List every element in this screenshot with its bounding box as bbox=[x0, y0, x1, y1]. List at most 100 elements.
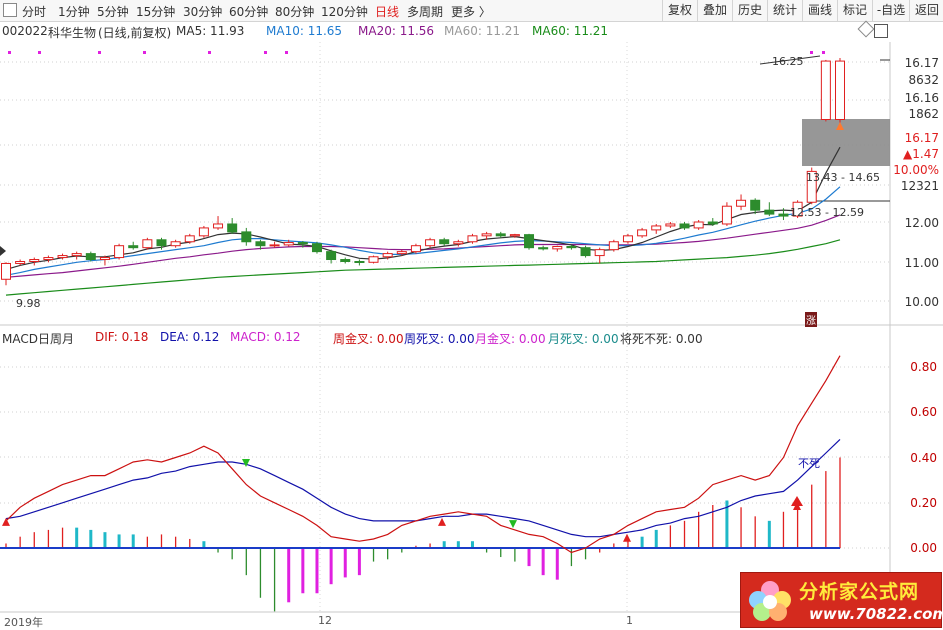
gold-cross-icon bbox=[438, 517, 446, 526]
overlay-button[interactable]: 叠加 bbox=[697, 0, 732, 21]
signal-dot bbox=[810, 51, 813, 54]
macd-bar bbox=[555, 548, 559, 580]
tf-15min[interactable]: 15分钟 bbox=[136, 5, 176, 19]
candle-up bbox=[693, 221, 704, 229]
candle-up bbox=[425, 239, 436, 247]
candle-up bbox=[622, 235, 633, 243]
candle-up bbox=[15, 261, 26, 264]
time-label-2019: 2019年 bbox=[4, 616, 43, 629]
candle-up bbox=[114, 245, 125, 259]
tf-fenshi[interactable]: 分时 bbox=[22, 5, 47, 19]
candle-up bbox=[736, 199, 747, 207]
high-label: 16.25 bbox=[772, 55, 804, 68]
left-scroll-icon bbox=[0, 246, 6, 256]
ma10-line bbox=[5, 186, 841, 276]
candle-down bbox=[566, 245, 577, 249]
dea-line bbox=[5, 438, 841, 538]
axis-tick-12: 12.00 bbox=[904, 216, 939, 230]
signal-dot bbox=[285, 51, 288, 54]
week-gold-label: 周金叉: 0.00 bbox=[333, 332, 404, 346]
history-button[interactable]: 历史 bbox=[732, 0, 767, 21]
macd-axis-020: 0.20 bbox=[910, 496, 937, 510]
candle-up bbox=[792, 201, 803, 217]
ma5-label: MA5: 11.93 bbox=[176, 24, 245, 38]
candle-down bbox=[85, 253, 96, 261]
candle-up bbox=[509, 234, 520, 237]
macd-axis-080: 0.80 bbox=[910, 360, 937, 374]
candle-down bbox=[764, 209, 775, 215]
watchlist-button[interactable]: -自选 bbox=[872, 0, 909, 21]
dea-label: DEA: 0.12 bbox=[160, 330, 220, 344]
candle-down bbox=[750, 199, 761, 211]
macd-label: MACD: 0.12 bbox=[230, 330, 301, 344]
draw-button[interactable]: 画线 bbox=[802, 0, 837, 21]
gold-cross-icon bbox=[793, 502, 801, 511]
highlight-box bbox=[802, 119, 890, 166]
signal-dot bbox=[143, 51, 146, 54]
macd-bar bbox=[202, 541, 206, 548]
macd-bar bbox=[654, 529, 658, 548]
signal-dot bbox=[8, 51, 11, 54]
time-label-1: 1 bbox=[626, 614, 633, 627]
mark-button[interactable]: 标记 bbox=[837, 0, 872, 21]
signal-dot bbox=[208, 51, 211, 54]
candle-down bbox=[128, 245, 139, 249]
candle-up bbox=[368, 256, 379, 263]
candle-down bbox=[495, 233, 506, 237]
range-label: 13.43 - 14.65 bbox=[806, 171, 880, 184]
candle-up bbox=[57, 255, 68, 259]
candle-up bbox=[467, 235, 478, 243]
macd-bar bbox=[541, 548, 545, 576]
candle-up bbox=[43, 257, 54, 261]
macd-bar bbox=[117, 534, 121, 548]
candle-up bbox=[396, 251, 407, 255]
no-death-label: 将死不死: 0.00 bbox=[620, 332, 703, 346]
zhang-badge: 涨 bbox=[805, 312, 817, 327]
gold-cross-icon bbox=[623, 533, 631, 542]
candle-up bbox=[99, 257, 110, 261]
candle-down bbox=[679, 223, 690, 229]
tf-120min[interactable]: 120分钟 bbox=[321, 5, 368, 19]
tf-more[interactable]: 更多 〉 bbox=[451, 5, 491, 19]
axis-price-1: 16.17 bbox=[904, 56, 939, 70]
tf-60min[interactable]: 60分钟 bbox=[229, 5, 269, 19]
signal-dot bbox=[264, 51, 267, 54]
watermark-logo: 分析家公式网 www.70822.com bbox=[740, 572, 943, 628]
candle-down bbox=[538, 247, 549, 250]
tf-30min[interactable]: 30分钟 bbox=[183, 5, 223, 19]
macd-bar bbox=[329, 548, 333, 585]
death-cross-icon bbox=[509, 520, 517, 529]
tf-5min[interactable]: 5分钟 bbox=[97, 5, 129, 19]
axis-tick-11: 11.00 bbox=[904, 256, 939, 270]
stats-button[interactable]: 统计 bbox=[767, 0, 802, 21]
ma-info-line: 002022 科华生物 (日线,前复权) MA5: 11.93 MA10: 11… bbox=[0, 20, 943, 40]
candle-up bbox=[382, 253, 393, 258]
macd-axis-040: 0.40 bbox=[910, 451, 937, 465]
ma5-line bbox=[5, 146, 841, 270]
axis-vol-1: 8632 bbox=[908, 73, 939, 87]
fuquan-button[interactable]: 复权 bbox=[662, 0, 697, 21]
macd-bar bbox=[357, 548, 361, 576]
tf-multi[interactable]: 多周期 bbox=[407, 5, 444, 19]
macd-axis-060: 0.60 bbox=[910, 405, 937, 419]
candle-down bbox=[580, 247, 591, 257]
signal-dot bbox=[38, 51, 41, 54]
back-button[interactable]: 返回 bbox=[909, 0, 943, 21]
home-icon[interactable] bbox=[3, 3, 17, 17]
window-icon[interactable] bbox=[874, 24, 888, 38]
tf-1min[interactable]: 1分钟 bbox=[58, 5, 90, 19]
month-death-label: 月死叉: 0.00 bbox=[548, 332, 619, 346]
tf-80min[interactable]: 80分钟 bbox=[275, 5, 315, 19]
tf-daily[interactable]: 日线 bbox=[375, 5, 400, 19]
candle-up bbox=[820, 60, 831, 121]
signal-dot bbox=[822, 51, 825, 54]
candle-up bbox=[608, 241, 619, 251]
macd-bar bbox=[301, 548, 305, 594]
candle-up bbox=[806, 170, 817, 203]
watermark-url: www.70822.com bbox=[809, 605, 943, 623]
candle-up bbox=[410, 245, 421, 253]
candle-up bbox=[71, 253, 82, 257]
macd-bar bbox=[640, 536, 644, 548]
candle-up bbox=[170, 241, 181, 247]
gold-cross-icon bbox=[791, 496, 803, 506]
